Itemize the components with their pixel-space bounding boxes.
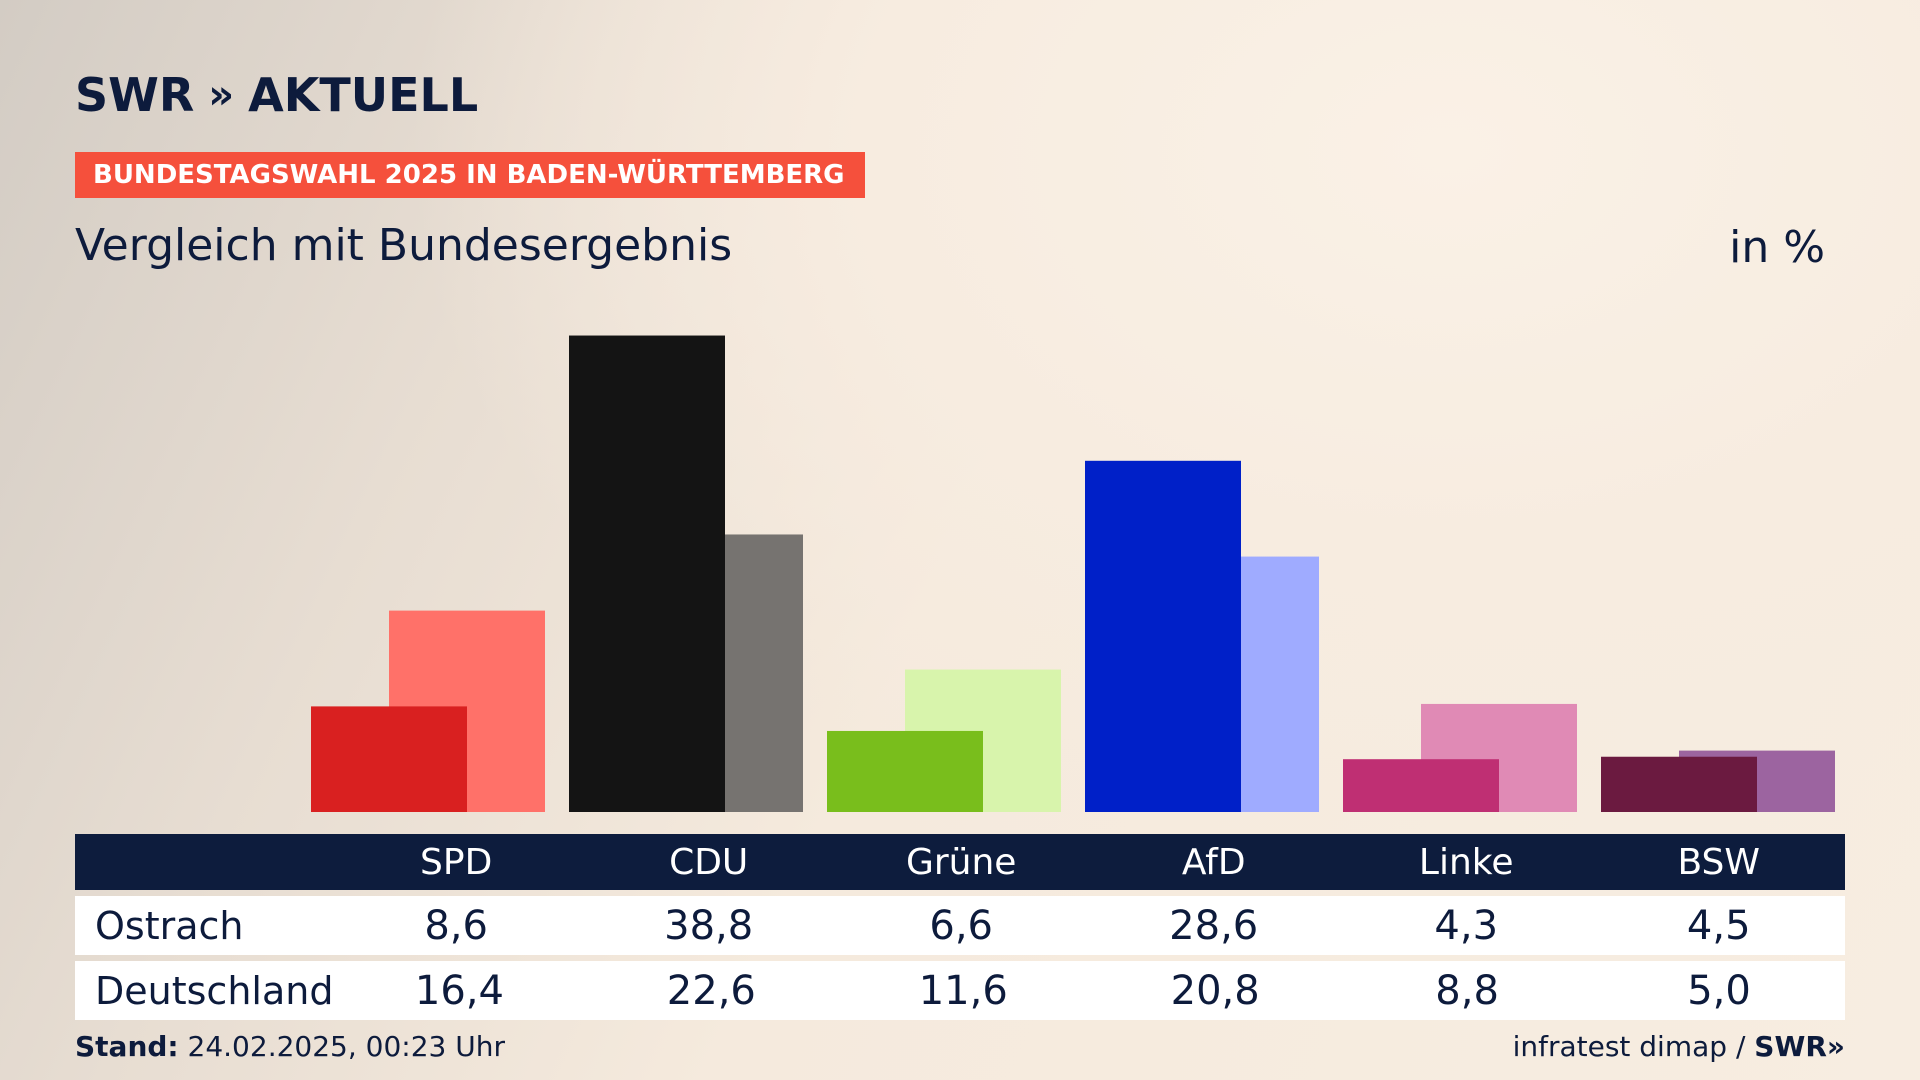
party-header: Linke: [1418, 841, 1514, 883]
table-cell: 8,8: [1435, 967, 1499, 1014]
bar-ostrach-spd: [311, 706, 467, 812]
bar-ostrach-cdu: [569, 335, 725, 812]
results-table: SPD CDU Grüne AfD Linke BSW Ostrach 8,6 …: [75, 834, 1845, 1020]
stand-label: Stand:: [75, 1030, 179, 1063]
party-header: CDU: [669, 841, 749, 883]
table-cell: 8,6: [424, 902, 488, 949]
stand-value: 24.02.2025, 00:23 Uhr: [187, 1030, 505, 1063]
election-tag: BUNDESTAGSWAHL 2025 IN BADEN-WÜRTTEMBERG: [75, 152, 865, 198]
bar-ostrach-afd: [1085, 460, 1241, 812]
logo-text: SWR: [75, 68, 195, 122]
unit-label: in %: [1729, 222, 1825, 273]
table-cell: 11,6: [918, 967, 1008, 1014]
table-cell: 4,3: [1434, 902, 1499, 949]
row-label: Deutschland: [95, 968, 334, 1013]
table-cell: 20,8: [1170, 967, 1260, 1014]
table-header-row: SPD CDU Grüne AfD Linke BSW: [75, 834, 1845, 890]
party-header: SPD: [420, 841, 493, 883]
bar-ostrach-bsw: [1601, 756, 1757, 812]
party-header: Grüne: [905, 841, 1017, 883]
chart-subtitle: Vergleich mit Bundesergebnis: [75, 220, 733, 271]
bar-chart: [311, 335, 1835, 812]
table-cell: 38,8: [664, 902, 754, 949]
table-cell: 22,6: [666, 967, 756, 1014]
logo-suffix: AKTUELL: [248, 68, 479, 122]
table-cell: 6,6: [929, 902, 993, 949]
bar-ostrach-linke: [1343, 759, 1499, 812]
swr-aktuell-logo: SWR» AKTUELL: [75, 68, 478, 122]
source-text: infratest dimap /: [1512, 1030, 1746, 1063]
row-label: Ostrach: [95, 903, 244, 948]
swr-small-logo: SWR»: [1754, 1030, 1845, 1063]
party-header: AfD: [1181, 841, 1246, 883]
party-header: BSW: [1677, 841, 1760, 883]
table-cell: 16,4: [414, 967, 504, 1014]
timestamp: Stand: 24.02.2025, 00:23 Uhr: [75, 1030, 505, 1063]
bar-ostrach-grüne: [827, 730, 983, 812]
table-cell: 4,5: [1686, 902, 1751, 949]
source-credit: infratest dimap / SWR»: [1513, 1030, 1845, 1063]
table-row-deutschland: Deutschland 16,4 22,6 11,6 20,8 8,8 5,0: [75, 961, 1845, 1020]
table-cell: 28,6: [1169, 902, 1259, 949]
table-row-ostrach: Ostrach 8,6 38,8 6,6 28,6 4,3 4,5: [75, 896, 1845, 955]
table-cell: 5,0: [1687, 967, 1751, 1014]
